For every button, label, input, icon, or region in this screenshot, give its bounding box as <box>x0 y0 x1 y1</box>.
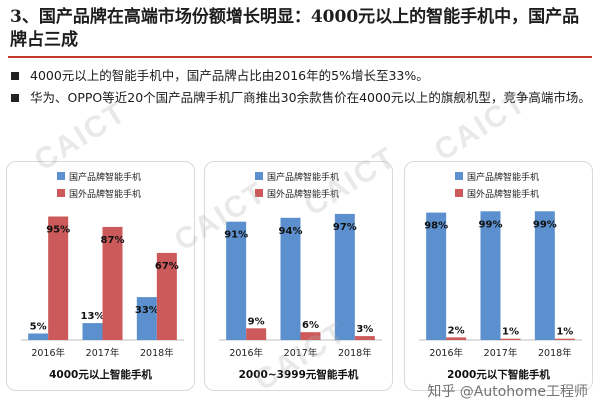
bar <box>334 213 355 340</box>
tick-label: 2018年 <box>338 347 372 359</box>
square-bullet-icon <box>11 94 19 102</box>
data-label: 6% <box>302 320 319 331</box>
bar <box>446 337 467 340</box>
bar <box>500 338 521 340</box>
bar <box>280 217 301 340</box>
bar <box>354 336 375 340</box>
bar <box>246 328 267 340</box>
bar <box>226 221 247 340</box>
tick-label: 2018年 <box>140 347 174 359</box>
chart-title: 4000元以上智能手机 <box>49 368 152 381</box>
legend-swatch <box>57 189 65 197</box>
data-label: 5% <box>30 322 47 333</box>
data-label: 94% <box>279 226 303 237</box>
tick-label: 2016年 <box>429 347 463 359</box>
bar <box>534 211 555 340</box>
bullet-item: 华为、OPPO等近20个国产品牌手机厂商推出30余款售价在4000元以上的旗舰机… <box>8 88 594 108</box>
bar <box>426 212 447 340</box>
footer-watermark: 知乎 @Autohome工程师 <box>427 384 588 400</box>
page-title: 3、国产品牌在高端市场份额增长明显：4000元以上的智能手机中，国产品牌占三成 <box>10 7 580 50</box>
tick-label: 2017年 <box>484 347 518 359</box>
legend-label: 国外品牌智能手机 <box>267 188 339 200</box>
bullet-text: 华为、OPPO等近20个国产品牌手机厂商推出30余款售价在4000元以上的旗舰机… <box>30 90 591 105</box>
legend-swatch <box>255 189 263 197</box>
bar <box>480 211 501 340</box>
data-label: 13% <box>81 311 105 322</box>
chart-panel-4000-plus: 国产品牌智能手机 国外品牌智能手机 5% 95% 2016年 13% 87% 2017年 33%… <box>6 161 195 391</box>
data-label: 1% <box>502 327 519 338</box>
bullet-item: 4000元以上的智能手机中，国产品牌占比由2016年的5%增长至33%。 <box>8 66 594 86</box>
tick-label: 2016年 <box>31 347 65 359</box>
data-label: 33% <box>135 305 159 316</box>
data-label: 97% <box>333 222 357 233</box>
data-label: 67% <box>155 261 179 272</box>
tick-label: 2018年 <box>538 347 572 359</box>
legend-swatch <box>255 172 263 180</box>
data-label: 98% <box>424 221 448 232</box>
data-label: 87% <box>101 235 125 246</box>
data-label: 95% <box>46 225 70 236</box>
data-label: 9% <box>248 316 265 327</box>
data-label: 99% <box>479 219 503 230</box>
tick-label: 2016年 <box>229 347 263 359</box>
tick-label: 2017年 <box>86 347 120 359</box>
legend-label: 国产品牌智能手机 <box>267 171 339 183</box>
bar <box>48 216 69 340</box>
chart-title: 2000~3999元智能手机 <box>239 368 359 381</box>
tick-label: 2017年 <box>284 347 318 359</box>
bar <box>156 252 177 340</box>
title-rule <box>8 56 592 58</box>
legend-label: 国外品牌智能手机 <box>69 188 141 200</box>
bullet-text: 4000元以上的智能手机中，国产品牌占比由2016年的5%增长至33%。 <box>30 68 429 83</box>
bullet-list: 4000元以上的智能手机中，国产品牌占比由2016年的5%增长至33%。 华为、… <box>8 66 594 108</box>
bar <box>102 226 123 340</box>
square-bullet-icon <box>11 72 19 80</box>
data-label: 1% <box>556 327 573 338</box>
bar <box>28 333 49 340</box>
bar <box>300 332 321 340</box>
legend-label: 国外品牌智能手机 <box>467 188 539 200</box>
data-label: 3% <box>356 324 373 335</box>
legend-swatch <box>455 189 463 197</box>
chart-panel-under-2000: 国产品牌智能手机 国外品牌智能手机 98% 2% 2016年 99% 1% 2017年 99% 1… <box>404 161 593 391</box>
legend-swatch <box>57 172 65 180</box>
chart-panel-2000-3999: 国产品牌智能手机 国外品牌智能手机 91% 9% 2016年 94% 6% 2017年 97% 3… <box>204 161 393 391</box>
chart-title: 2000元以下智能手机 <box>447 368 550 381</box>
legend-label: 国产品牌智能手机 <box>467 171 539 183</box>
bar <box>554 338 575 340</box>
legend-label: 国产品牌智能手机 <box>69 171 141 183</box>
data-label: 99% <box>533 219 557 230</box>
bar <box>82 323 103 340</box>
data-label: 91% <box>224 230 248 241</box>
legend-swatch <box>455 172 463 180</box>
bar <box>136 297 157 340</box>
data-label: 2% <box>448 325 465 336</box>
